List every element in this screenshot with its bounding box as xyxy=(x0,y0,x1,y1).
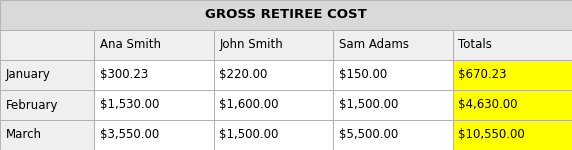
Bar xyxy=(452,120,572,150)
Text: $300.23: $300.23 xyxy=(100,69,148,81)
Bar xyxy=(213,90,333,120)
Bar xyxy=(452,60,572,90)
Text: Ana Smith: Ana Smith xyxy=(100,39,161,51)
Bar xyxy=(0,0,572,30)
Bar xyxy=(94,120,213,150)
Text: John Smith: John Smith xyxy=(219,39,283,51)
Text: $1,500.00: $1,500.00 xyxy=(219,129,279,141)
Bar xyxy=(452,30,572,60)
Bar xyxy=(94,30,213,60)
Text: GROSS RETIREE COST: GROSS RETIREE COST xyxy=(205,9,367,21)
Bar xyxy=(333,90,452,120)
Text: February: February xyxy=(6,99,58,111)
Bar xyxy=(94,60,213,90)
Bar xyxy=(333,60,452,90)
Text: $5,500.00: $5,500.00 xyxy=(339,129,398,141)
Text: $150.00: $150.00 xyxy=(339,69,387,81)
Bar xyxy=(0,120,94,150)
Bar xyxy=(452,90,572,120)
Bar xyxy=(94,90,213,120)
Text: $1,530.00: $1,530.00 xyxy=(100,99,159,111)
Text: $220.00: $220.00 xyxy=(219,69,268,81)
Bar xyxy=(333,120,452,150)
Text: Sam Adams: Sam Adams xyxy=(339,39,409,51)
Bar xyxy=(333,30,452,60)
Text: January: January xyxy=(6,69,50,81)
Text: $10,550.00: $10,550.00 xyxy=(458,129,525,141)
Bar xyxy=(0,60,94,90)
Text: $1,500.00: $1,500.00 xyxy=(339,99,398,111)
Bar xyxy=(213,120,333,150)
Bar xyxy=(0,30,94,60)
Text: $3,550.00: $3,550.00 xyxy=(100,129,159,141)
Text: March: March xyxy=(6,129,42,141)
Bar xyxy=(0,90,94,120)
Bar xyxy=(213,30,333,60)
Text: $4,630.00: $4,630.00 xyxy=(458,99,518,111)
Text: Totals: Totals xyxy=(458,39,492,51)
Bar xyxy=(213,60,333,90)
Text: $1,600.00: $1,600.00 xyxy=(219,99,279,111)
Text: $670.23: $670.23 xyxy=(458,69,507,81)
